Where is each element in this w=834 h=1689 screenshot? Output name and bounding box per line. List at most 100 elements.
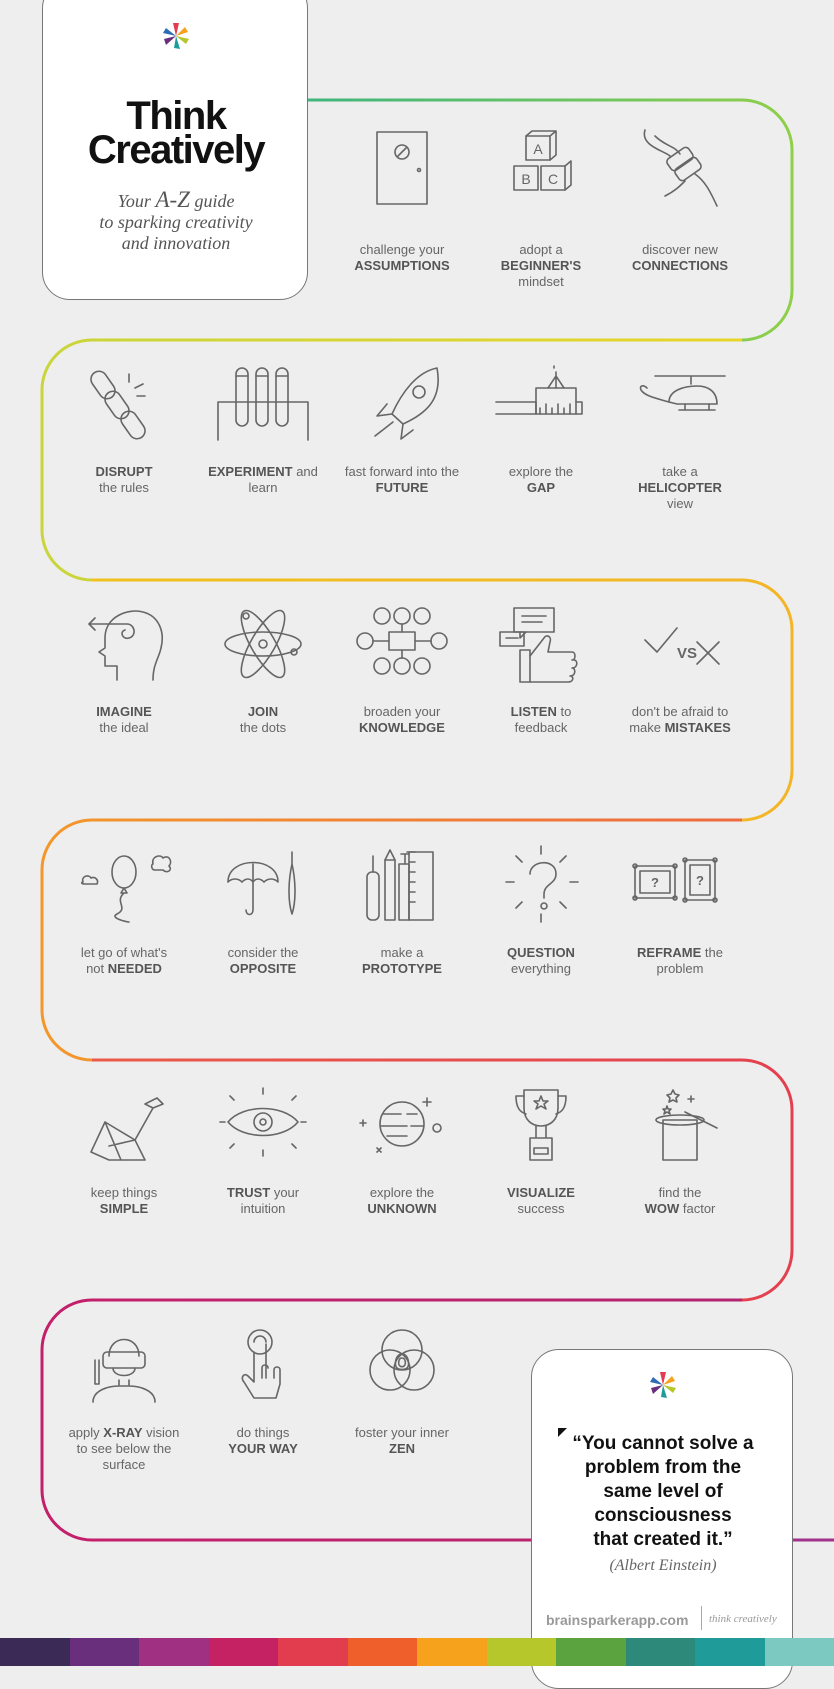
atom-icon bbox=[208, 602, 318, 686]
caption-text: FUTURE bbox=[376, 480, 429, 495]
caption-text: let go of what's bbox=[81, 945, 167, 960]
color-bar-segment bbox=[70, 1638, 140, 1666]
caption-text: ASSUMPTIONS bbox=[354, 258, 449, 273]
brainsparker-logo-icon bbox=[161, 21, 191, 51]
caption-text: make bbox=[629, 720, 664, 735]
question-mark-icon bbox=[486, 842, 596, 926]
caption-text: everything bbox=[511, 961, 571, 976]
caption-text: learn bbox=[249, 480, 278, 495]
brainsparker-logo-icon bbox=[648, 1370, 678, 1400]
color-bar-segment bbox=[765, 1638, 834, 1666]
caption-text: don't be afraid to bbox=[632, 704, 728, 719]
caption-text: JOIN bbox=[248, 704, 278, 719]
color-bar-segment bbox=[487, 1638, 557, 1666]
page-subtitle: Your A-Z guide to sparking creativity an… bbox=[43, 189, 309, 254]
caption-text: feedback bbox=[515, 720, 568, 735]
caption-text: make a bbox=[381, 945, 424, 960]
caption-text: not bbox=[86, 961, 108, 976]
caption-text: discover new bbox=[642, 242, 718, 257]
caption-text: problem bbox=[657, 961, 704, 976]
caption-text: keep things bbox=[91, 1185, 158, 1200]
caption-text: X-RAY bbox=[103, 1425, 142, 1440]
color-bar-segment bbox=[695, 1638, 765, 1666]
caption-text: HELICOPTER bbox=[638, 480, 722, 495]
caption-text: to bbox=[557, 704, 571, 719]
eye-icon bbox=[208, 1082, 318, 1166]
quote-author: (Albert Einstein) bbox=[532, 1557, 794, 1575]
svg-text:?: ? bbox=[651, 875, 659, 890]
zen-circles-icon bbox=[347, 1322, 457, 1406]
caption-text: surface bbox=[103, 1457, 146, 1472]
caption-text: broaden your bbox=[364, 704, 441, 719]
caption-text: adopt a bbox=[519, 242, 562, 257]
color-bar-segment bbox=[348, 1638, 418, 1666]
caption-text: ZEN bbox=[389, 1441, 415, 1456]
caption-text: consider the bbox=[228, 945, 299, 960]
origami-swan-icon bbox=[69, 1082, 179, 1166]
drawing-tools-icon bbox=[347, 842, 457, 926]
caption-text: MISTAKES bbox=[665, 720, 731, 735]
planet-icon bbox=[347, 1082, 457, 1166]
caption-text: explore the bbox=[370, 1185, 434, 1200]
caption-text: and bbox=[293, 464, 318, 479]
color-bar-segment bbox=[139, 1638, 209, 1666]
caption-text: view bbox=[667, 496, 693, 511]
website-link[interactable]: brainsparkerapp.com bbox=[546, 1612, 688, 1628]
magic-hat-icon bbox=[625, 1082, 735, 1166]
svg-text:B: B bbox=[521, 171, 530, 187]
vr-headset-icon bbox=[69, 1322, 179, 1406]
caption-text: the rules bbox=[99, 480, 149, 495]
caption-text: VISUALIZE bbox=[507, 1185, 575, 1200]
caption-text: GAP bbox=[527, 480, 555, 495]
caption-text: OPPOSITE bbox=[230, 961, 296, 976]
trophy-icon bbox=[486, 1082, 596, 1166]
caption-text: the ideal bbox=[99, 720, 148, 735]
thumbs-up-icon bbox=[486, 602, 596, 686]
helicopter-icon bbox=[625, 362, 735, 446]
caption-text: the dots bbox=[240, 720, 286, 735]
title-card: Think Creatively Your A-Z guide to spark… bbox=[42, 0, 308, 300]
tagline: think creatively bbox=[709, 1613, 777, 1625]
caption-text: UNKNOWN bbox=[367, 1201, 436, 1216]
caption-text: REFRAME bbox=[637, 945, 701, 960]
caption-text: the bbox=[701, 945, 723, 960]
caption-text: apply bbox=[69, 1425, 104, 1440]
caption-text: IMAGINE bbox=[96, 704, 152, 719]
caption-text: do things bbox=[237, 1425, 290, 1440]
caption-text: BEGINNER'S bbox=[501, 258, 581, 273]
balloon-icon bbox=[69, 842, 179, 926]
caption-text: PROTOTYPE bbox=[362, 961, 442, 976]
